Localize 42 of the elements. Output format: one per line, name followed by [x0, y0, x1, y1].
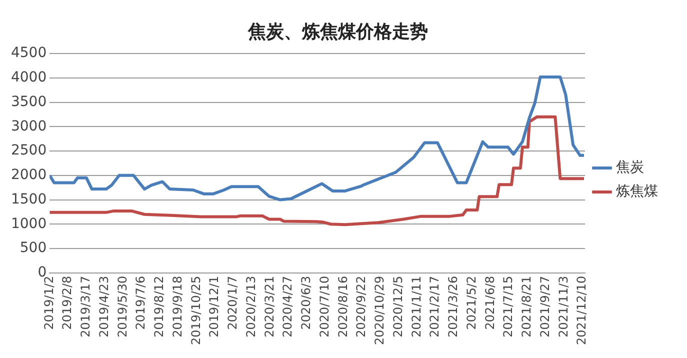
x-tick-label: 2020/3/21	[262, 276, 276, 338]
y-tick-label: 2000	[10, 167, 47, 184]
x-tick-label: 2020/6/3	[299, 276, 314, 330]
x-tick-label: 2020/12/5	[390, 276, 405, 338]
x-tick-label: 2019/9/18	[170, 276, 184, 338]
x-tick-label: 2020/9/22	[354, 276, 368, 338]
x-tick-label: 2021/7/15	[501, 276, 516, 338]
x-tick-label: 2021/11/3	[556, 276, 570, 338]
y-tick-label: 1000	[10, 216, 47, 232]
x-tick-label: 2021/12/10	[574, 276, 589, 346]
x-tick-label: 2019/3/17	[78, 276, 93, 338]
x-tick-label: 2019/7/6	[134, 276, 148, 330]
y-tick-label: 4000	[10, 70, 47, 86]
y-tick-label: 1500	[10, 191, 47, 208]
x-tick-label: 2021/8/21	[520, 276, 534, 338]
x-tick-label: 2020/10/29	[372, 276, 387, 346]
x-tick-label: 2020/8/16	[336, 276, 350, 338]
x-tick-label: 2020/7/10	[317, 276, 332, 338]
x-tick-label: 2019/1/2	[42, 276, 56, 330]
y-tick-label: 3500	[10, 94, 47, 110]
x-tick-label: 2021/2/17	[428, 276, 442, 338]
x-tick-label: 2020/2/13	[244, 276, 258, 338]
x-tick-label: 2021/1/11	[409, 276, 424, 338]
chart-title: 焦炭、炼焦煤价格走势	[247, 21, 428, 42]
x-tick-label: 2019/10/25	[188, 276, 203, 346]
y-tick-label: 2500	[10, 142, 47, 159]
x-tick-label: 2019/12/1	[207, 276, 222, 338]
x-tick-label: 2021/6/8	[482, 276, 497, 330]
x-tick-label: 2020/1/7	[226, 276, 240, 330]
legend-label: 焦炭	[616, 160, 644, 176]
x-tick-label: 2021/9/27	[538, 276, 552, 338]
x-tick-label: 2020/4/27	[280, 276, 295, 338]
x-tick-label: 2019/5/30	[115, 276, 130, 338]
y-tick-label: 500	[20, 240, 47, 256]
x-tick-label: 2019/4/23	[96, 276, 111, 338]
y-tick-label: 3000	[10, 118, 47, 134]
x-tick-label: 2021/3/26	[446, 276, 460, 338]
x-tick-label: 2021/5/2	[464, 276, 478, 330]
x-tick-label: 2019/8/12	[152, 276, 166, 338]
y-tick-label: 4500	[10, 45, 47, 62]
legend-label: 炼焦煤	[616, 184, 658, 200]
x-tick-label: 2019/2/8	[60, 276, 74, 330]
